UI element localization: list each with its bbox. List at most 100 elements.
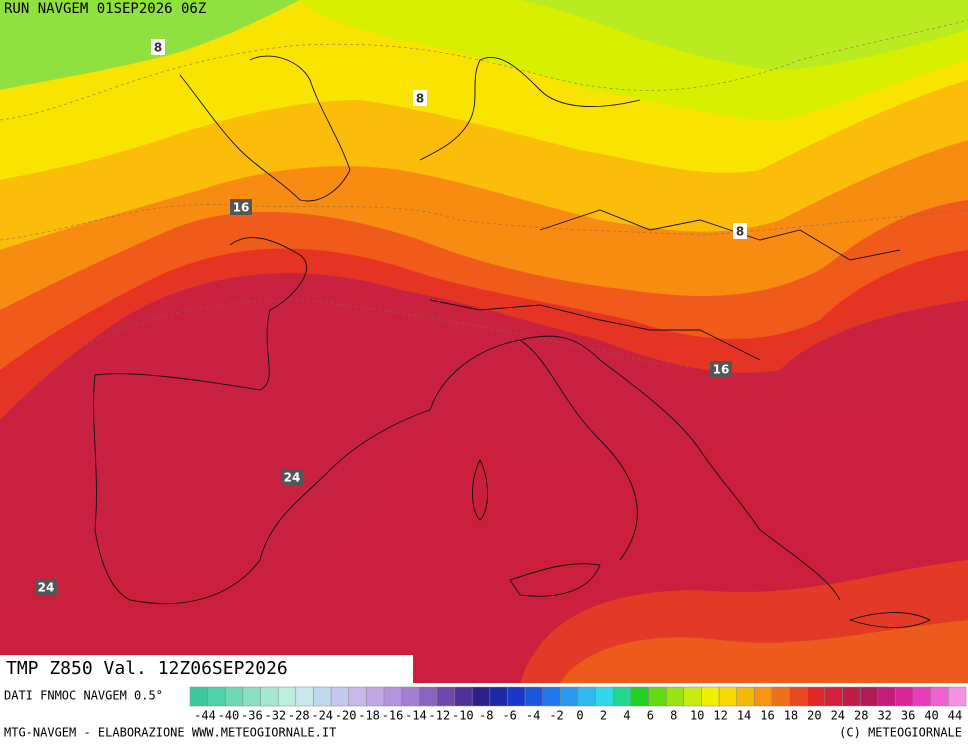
colorbar-swatch: [895, 686, 914, 707]
contour-label: 16: [713, 363, 730, 377]
colorbar-label: -24: [311, 709, 333, 723]
colorbar-swatch: [718, 686, 737, 707]
contour-label: 24: [284, 471, 301, 485]
colorbar-label: 8: [670, 709, 677, 723]
colorbar-swatch: [577, 686, 596, 707]
colorbar-label: -2: [549, 709, 563, 723]
colorbar-swatch: [471, 686, 491, 707]
colorbar-swatch: [683, 686, 702, 707]
colorbar-swatch: [736, 686, 755, 707]
contour-label-box: [151, 39, 165, 55]
colorbar-swatch: [877, 686, 896, 707]
colorbar-swatch: [754, 686, 773, 707]
colorbar-label: 16: [760, 709, 774, 723]
colorbar-label: 20: [807, 709, 821, 723]
colorbar: -44 -40 -36 -32 -28 -24 -20 -18 -16 -14 -12 -10 -8 -6…: [189, 686, 967, 723]
contour-label: 24: [38, 581, 55, 595]
colorbar-label: -20: [335, 709, 357, 723]
colorbar-label: 44: [948, 709, 962, 723]
contour-label: 8: [736, 225, 744, 239]
colorbar-label: 18: [784, 709, 798, 723]
colorbar-swatch: [948, 686, 967, 707]
colorbar-swatch: [260, 686, 279, 707]
colorbar-label: -18: [358, 709, 380, 723]
colorbar-swatch: [930, 686, 949, 707]
colorbar-swatch: [401, 686, 420, 707]
band: [560, 620, 968, 683]
colorbar-label: -6: [502, 709, 516, 723]
colorbar-label: -44: [194, 709, 216, 723]
contour-label-box: [35, 579, 57, 595]
colorbar-label: 4: [623, 709, 630, 723]
colorbar-swatch: [524, 686, 543, 707]
colorbar-swatch: [701, 686, 720, 707]
footer-left: MTG-NAVGEM - ELABORAZIONE WWW.METEOGIORN…: [4, 726, 336, 740]
contour-label-box: [281, 469, 303, 485]
colorbar-swatch: [313, 686, 332, 707]
colorbar-label: -8: [479, 709, 493, 723]
colorbar-swatch: [277, 686, 297, 707]
colorbar-swatch: [912, 686, 931, 707]
colorbar-swatch: [807, 686, 826, 707]
colorbar-swatch: [824, 686, 843, 707]
colorbar-label: -32: [264, 709, 286, 723]
colorbar-label: 28: [854, 709, 868, 723]
colorbar-swatch: [560, 686, 579, 707]
coastlines: [93, 55, 932, 628]
contour-label-box: [733, 223, 747, 239]
colorbar-swatch: [507, 686, 526, 707]
colorbar-label: 12: [713, 709, 727, 723]
colorbar-label: 2: [600, 709, 607, 723]
colorbar-label: -40: [218, 709, 240, 723]
colorbar-swatch: [454, 686, 473, 707]
colorbar-swatch: [436, 686, 455, 707]
isotherms: [0, 19, 968, 401]
colorbar-swatch: [648, 686, 667, 707]
contour-label: 8: [154, 41, 162, 55]
colorbar-swatch: [613, 686, 632, 707]
colorbar-swatch: [330, 686, 349, 707]
colorbar-label: 0: [576, 709, 583, 723]
colorbar-label: -4: [526, 709, 540, 723]
band: [520, 0, 968, 70]
contour-label-box: [710, 361, 732, 377]
colorbar-label: -16: [382, 709, 404, 723]
colorbar-swatch: [242, 686, 261, 707]
colorbar-label: -12: [429, 709, 451, 723]
contour-label: 8: [416, 92, 424, 106]
colorbar-swatch: [542, 686, 561, 707]
colorbar-swatch: [489, 686, 508, 707]
contour-label: 16: [233, 201, 250, 215]
colorbar-swatch: [859, 686, 879, 707]
colorbar-label: 32: [877, 709, 891, 723]
band: [0, 0, 300, 90]
colorbar-label: -36: [241, 709, 263, 723]
colorbar-label: 10: [690, 709, 704, 723]
contour-label-box: [230, 199, 252, 215]
colorbar-swatch: [842, 686, 861, 707]
colorbar-swatch: [383, 686, 402, 707]
colorbar-label: 14: [737, 709, 751, 723]
colorbar-swatch: [348, 686, 367, 707]
colorbar-label: -14: [405, 709, 427, 723]
colorbar-label: 24: [831, 709, 845, 723]
title: TMP Z850 Val. 12Z06SEP2026: [6, 658, 288, 679]
source: DATI FNMOC NAVGEM 0.5°: [4, 689, 163, 703]
colorbar-swatch: [630, 686, 649, 707]
contour-labels: 8 8 16 8 16 24 24: [35, 39, 747, 595]
colorbar-swatch: [295, 686, 314, 707]
colorbar-label: -28: [288, 709, 310, 723]
colorbar-swatch: [189, 686, 208, 707]
colorbar-label: 6: [647, 709, 654, 723]
run-label: RUN NAVGEM 01SEP2026 06Z: [4, 1, 206, 17]
title-box: [0, 655, 413, 683]
colorbar-swatch: [207, 686, 226, 707]
colorbar-swatch: [419, 686, 438, 707]
colorbar-swatch: [771, 686, 790, 707]
colorbar-swatch: [225, 686, 244, 707]
colorbar-swatch: [595, 686, 614, 707]
colorbar-label: 36: [901, 709, 915, 723]
colorbar-label: 40: [924, 709, 938, 723]
contour-label-box: [413, 90, 427, 106]
